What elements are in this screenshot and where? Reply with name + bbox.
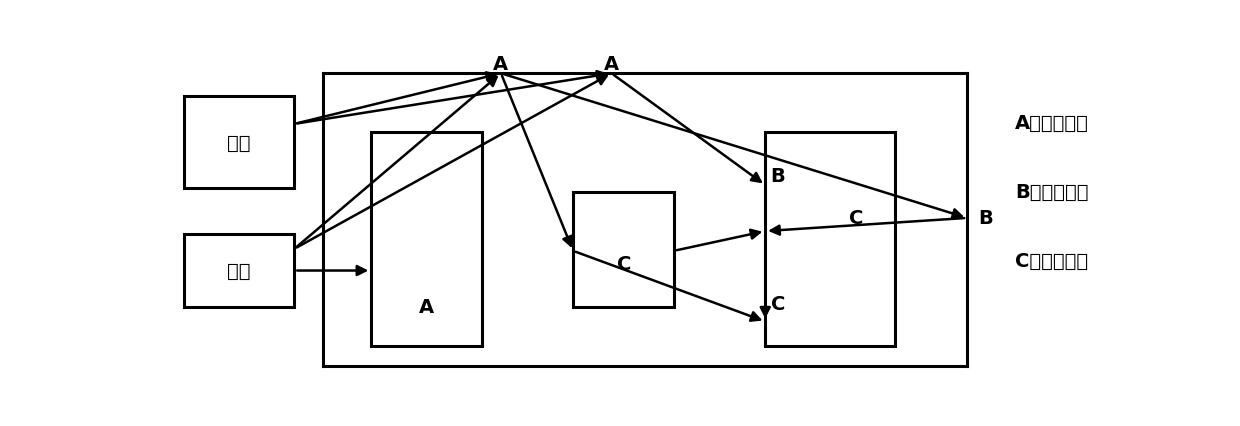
Text: A：高影响点: A：高影响点 xyxy=(1016,114,1089,133)
Text: 水面: 水面 xyxy=(227,262,250,280)
Bar xyxy=(371,133,481,346)
Bar xyxy=(765,133,895,346)
Text: 水面: 水面 xyxy=(227,133,250,153)
Text: A: A xyxy=(494,55,508,74)
Text: C: C xyxy=(616,255,631,274)
Text: B：中影响点: B：中影响点 xyxy=(1016,183,1089,201)
Text: B: B xyxy=(978,209,993,228)
Text: B: B xyxy=(770,166,785,185)
Text: C: C xyxy=(849,209,864,228)
Bar xyxy=(184,97,294,189)
Bar xyxy=(184,235,294,307)
Text: A: A xyxy=(419,297,434,317)
Text: A: A xyxy=(604,55,619,74)
Text: C：低影响点: C：低影响点 xyxy=(1016,252,1089,271)
Text: C: C xyxy=(770,294,785,313)
Bar xyxy=(573,192,675,307)
